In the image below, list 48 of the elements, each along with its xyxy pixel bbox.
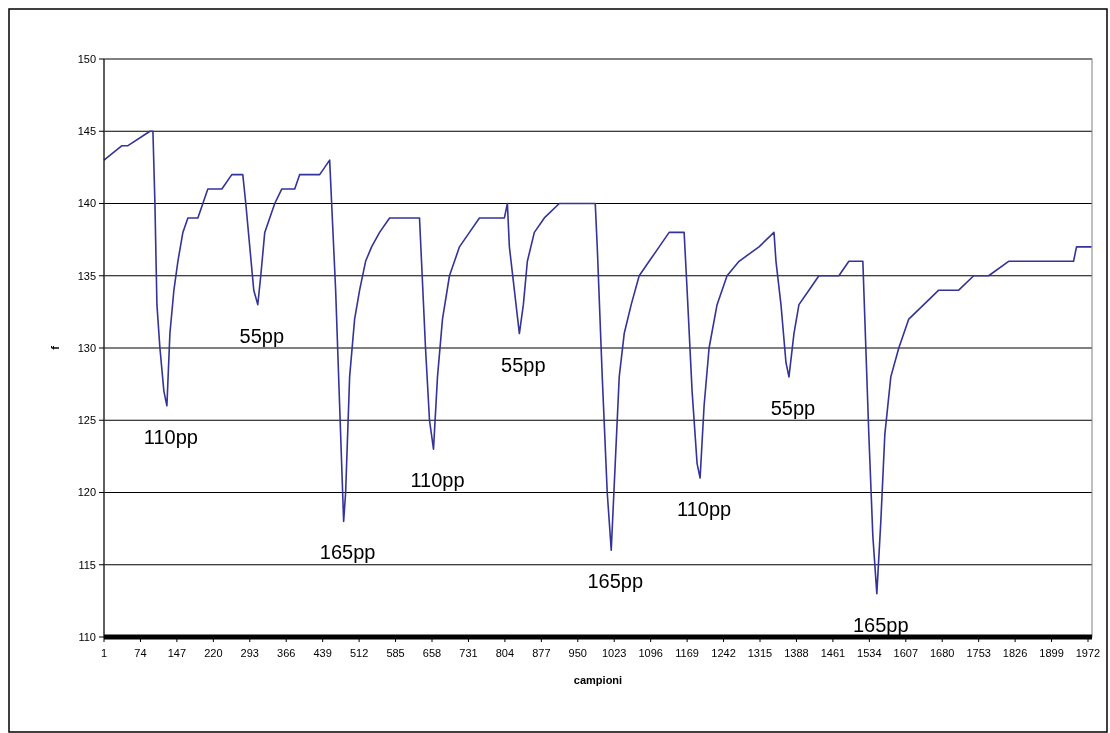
annotation: 110pp — [143, 425, 198, 448]
x-tick-label: 731 — [459, 647, 478, 659]
y-tick-label: 130 — [77, 341, 96, 354]
y-tick-label: 140 — [77, 197, 96, 210]
annotation: 55pp — [770, 396, 816, 419]
annotation: 165pp — [853, 613, 909, 636]
y-tick-label: 145 — [77, 125, 96, 138]
x-tick-label: 1534 — [857, 647, 882, 659]
x-tick-label: 293 — [240, 647, 259, 659]
x-tick-label: 1315 — [747, 647, 773, 659]
x-tick-label: 1826 — [1002, 647, 1028, 659]
x-tick-label: 1388 — [784, 647, 809, 659]
x-tick-label: 1169 — [675, 647, 699, 659]
y-tick-label: 150 — [77, 52, 96, 65]
y-tick-label: 120 — [77, 486, 96, 499]
annotation: 110pp — [410, 469, 465, 492]
x-tick-label: 950 — [568, 647, 587, 659]
y-axis-title: f — [49, 345, 61, 350]
x-tick-label: 1023 — [601, 647, 627, 659]
x-tick-label: 1 — [100, 647, 108, 659]
x-tick-label: 1753 — [966, 647, 991, 659]
x-tick-label: 877 — [532, 647, 551, 659]
x-tick-label: 1461 — [820, 647, 846, 659]
y-tick-label: 110 — [78, 630, 96, 643]
x-tick-label: 220 — [204, 647, 223, 659]
x-tick-label: 74 — [134, 647, 147, 659]
x-tick-label: 1972 — [1075, 647, 1101, 659]
annotation: 165pp — [319, 541, 376, 564]
x-tick-label: 366 — [277, 647, 296, 659]
y-tick-label: 115 — [78, 558, 96, 571]
x-tick-label: 1096 — [638, 647, 663, 659]
x-tick-label: 1242 — [711, 647, 736, 659]
x-tick-label: 1680 — [929, 647, 955, 659]
x-tick-label: 512 — [349, 647, 369, 659]
x-tick-label: 658 — [422, 647, 442, 659]
x-tick-label: 439 — [313, 647, 332, 659]
x-tick-label: 147 — [167, 647, 187, 659]
x-tick-label: 1607 — [893, 647, 919, 659]
x-axis-title: campioni — [573, 674, 623, 686]
annotation: 55pp — [501, 353, 546, 376]
annotation: 55pp — [239, 324, 285, 347]
y-tick-label: 135 — [77, 269, 96, 282]
annotation: 165pp — [587, 570, 644, 593]
x-tick-label: 1899 — [1039, 647, 1064, 659]
x-tick-label: 804 — [495, 647, 515, 659]
x-tick-label: 585 — [386, 647, 405, 659]
annotation: 110pp — [677, 498, 732, 521]
y-tick-label: 125 — [77, 414, 96, 427]
